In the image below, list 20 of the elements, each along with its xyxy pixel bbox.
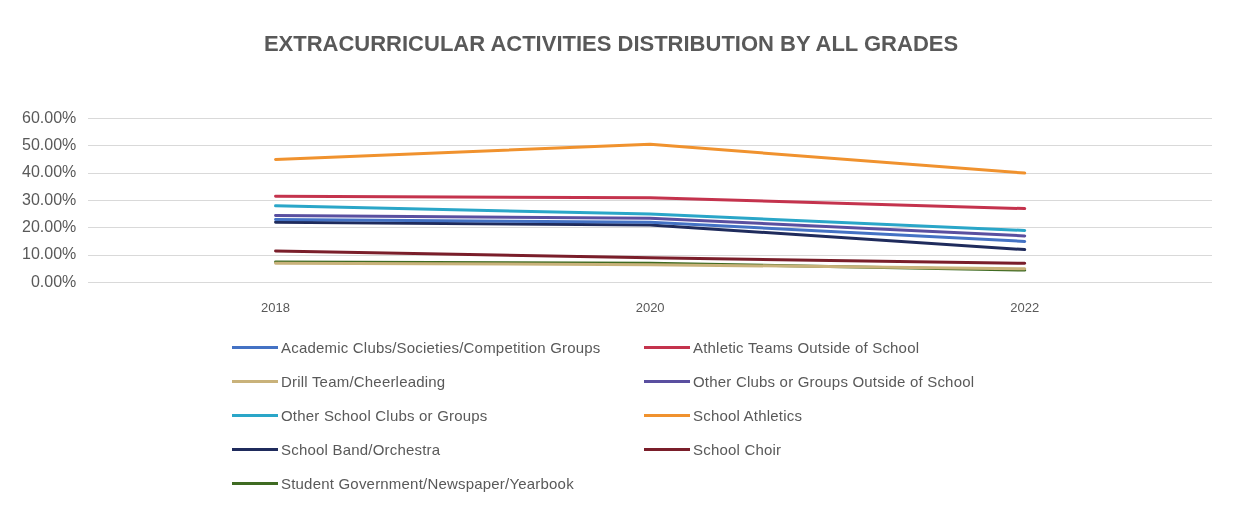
legend-label: Athletic Teams Outside of School xyxy=(693,338,920,356)
y-tick-label: 20.00% xyxy=(22,218,77,236)
y-tick-label: 0.00% xyxy=(30,272,77,290)
x-tick-label: 2018 xyxy=(261,299,291,315)
x-tick-label: 2022 xyxy=(1010,299,1040,315)
legend-label: Other School Clubs or Groups xyxy=(281,406,488,424)
legend-label: Academic Clubs/Societies/Competition Groups xyxy=(281,338,601,356)
y-tick-label: 60.00% xyxy=(22,108,77,126)
y-tick-label: 30.00% xyxy=(22,190,77,208)
y-tick-label: 40.00% xyxy=(22,163,77,181)
legend-label: School Choir xyxy=(693,440,782,458)
x-tick-label: 2020 xyxy=(635,299,665,315)
legend-label: School Athletics xyxy=(693,406,803,424)
y-tick-label: 50.00% xyxy=(22,136,77,154)
legend-label: Drill Team/Cheerleading xyxy=(281,372,446,390)
legend-label: School Band/Orchestra xyxy=(281,440,441,458)
legend-label: Student Government/Newspaper/Yearbook xyxy=(281,474,574,492)
chart-title: EXTRACURRICULAR ACTIVITIES DISTRIBUTION BY ALL GRADES xyxy=(263,31,959,57)
legend-label: Other Clubs or Groups Outside of School xyxy=(693,372,975,390)
y-tick-label: 10.00% xyxy=(22,245,77,263)
